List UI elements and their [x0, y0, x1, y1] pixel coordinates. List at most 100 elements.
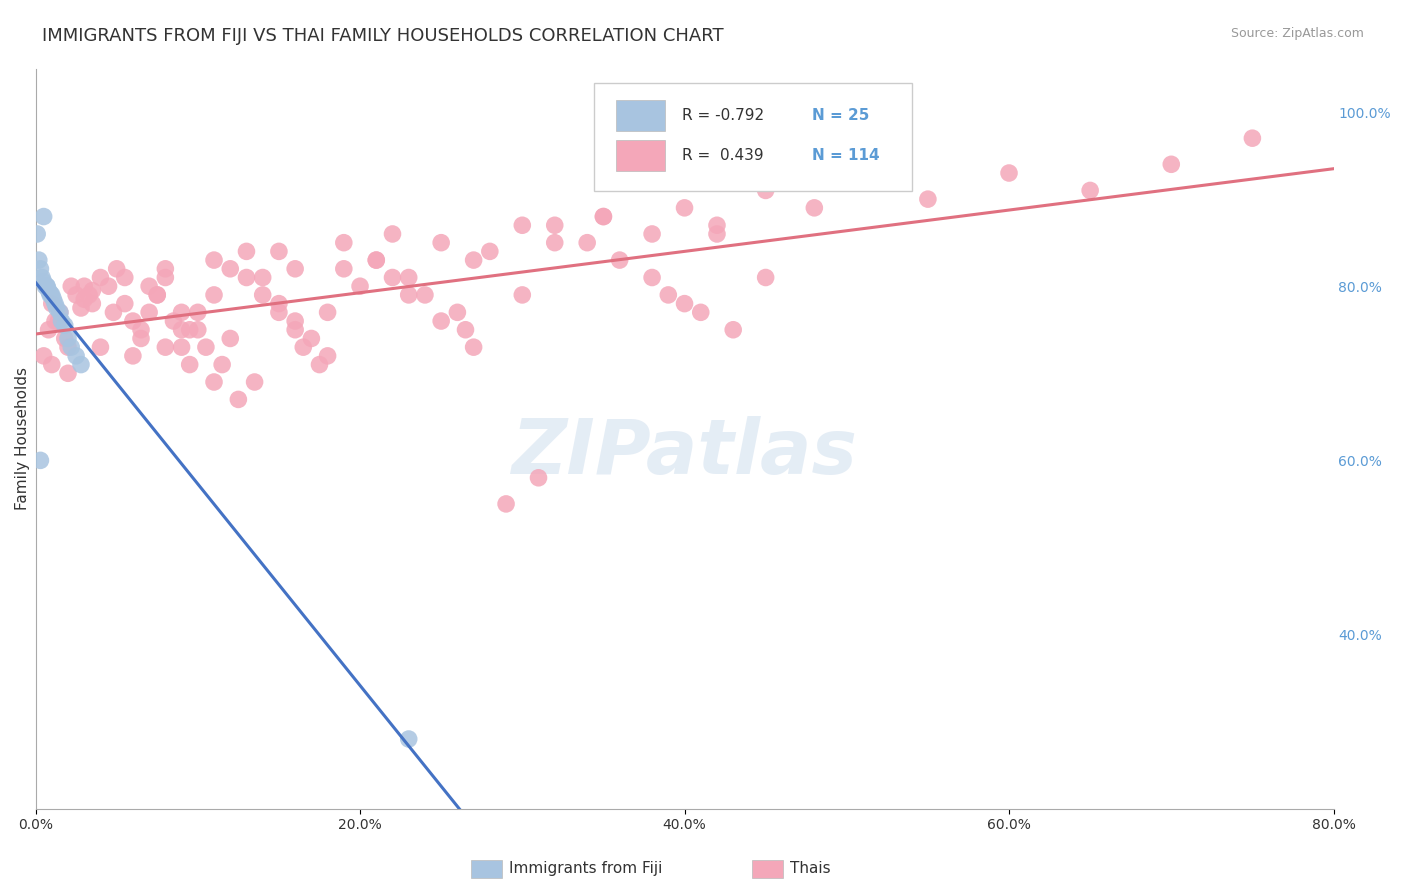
FancyBboxPatch shape: [616, 100, 665, 131]
Point: [105, 261, 128, 276]
Point: [56, 366, 79, 380]
Point: [28, 253, 51, 268]
Point: [333, 235, 356, 250]
Point: [60, 279, 83, 293]
Point: [211, 358, 233, 372]
Point: [170, 305, 193, 319]
Point: [155, 270, 177, 285]
Point: [463, 340, 485, 354]
Point: [129, 331, 152, 345]
Point: [299, 331, 322, 345]
Point: [917, 192, 939, 206]
Point: [89, 270, 111, 285]
Point: [228, 392, 250, 407]
Point: [65, 349, 87, 363]
Point: [463, 253, 485, 268]
Point: [202, 253, 225, 268]
Point: [179, 358, 201, 372]
Point: [243, 375, 266, 389]
Point: [56, 331, 79, 345]
Point: [31, 270, 53, 285]
Point: [155, 340, 177, 354]
Point: [82, 284, 104, 298]
Point: [267, 296, 290, 310]
Point: [454, 323, 477, 337]
Point: [609, 253, 631, 268]
Point: [146, 288, 169, 302]
Point: [170, 323, 193, 337]
Point: [284, 261, 307, 276]
Text: N = 114: N = 114: [811, 147, 879, 162]
Point: [32, 349, 55, 363]
Point: [430, 235, 453, 250]
Point: [53, 331, 76, 345]
Point: [73, 279, 96, 293]
Point: [39, 286, 62, 301]
Point: [673, 201, 696, 215]
Point: [835, 175, 858, 189]
Point: [413, 288, 436, 302]
Y-axis label: Family Households: Family Households: [15, 368, 30, 510]
Point: [46, 314, 69, 328]
Point: [641, 227, 664, 241]
Text: Immigrants from Fiji: Immigrants from Fiji: [509, 862, 662, 876]
Point: [114, 270, 136, 285]
Point: [219, 261, 242, 276]
Point: [32, 210, 55, 224]
Point: [398, 731, 420, 746]
Point: [721, 323, 744, 337]
Point: [333, 261, 356, 276]
Point: [170, 340, 193, 354]
Point: [187, 305, 209, 319]
Point: [284, 323, 307, 337]
Point: [60, 340, 83, 354]
Point: [527, 471, 550, 485]
Point: [49, 305, 72, 319]
Point: [267, 305, 290, 319]
Point: [316, 305, 339, 319]
Point: [349, 279, 371, 293]
Point: [138, 305, 160, 319]
Text: Thais: Thais: [790, 862, 831, 876]
Point: [576, 235, 599, 250]
Point: [194, 340, 217, 354]
Point: [1241, 131, 1264, 145]
Point: [673, 296, 696, 310]
Point: [316, 349, 339, 363]
Text: R = -0.792: R = -0.792: [682, 108, 763, 122]
Point: [219, 331, 242, 345]
Point: [252, 270, 274, 285]
Point: [510, 219, 533, 233]
Point: [657, 288, 679, 302]
Point: [82, 296, 104, 310]
Point: [755, 270, 778, 285]
Point: [53, 318, 76, 333]
Point: [267, 244, 290, 259]
Point: [146, 288, 169, 302]
Point: [641, 270, 664, 285]
Point: [803, 201, 825, 215]
Point: [38, 284, 60, 298]
Point: [51, 314, 73, 328]
FancyBboxPatch shape: [616, 140, 665, 171]
Point: [544, 219, 567, 233]
Point: [430, 314, 453, 328]
Point: [381, 227, 404, 241]
Point: [202, 375, 225, 389]
Point: [284, 314, 307, 328]
Point: [202, 288, 225, 302]
Point: [97, 279, 120, 293]
Point: [89, 340, 111, 354]
Point: [49, 305, 72, 319]
Point: [1078, 183, 1101, 197]
Point: [235, 270, 257, 285]
Point: [73, 293, 96, 307]
Point: [398, 288, 420, 302]
Point: [689, 305, 711, 319]
Point: [35, 279, 58, 293]
Point: [308, 358, 330, 372]
Point: [30, 453, 52, 467]
Point: [706, 219, 728, 233]
Text: N = 25: N = 25: [811, 108, 869, 122]
Point: [1160, 157, 1182, 171]
